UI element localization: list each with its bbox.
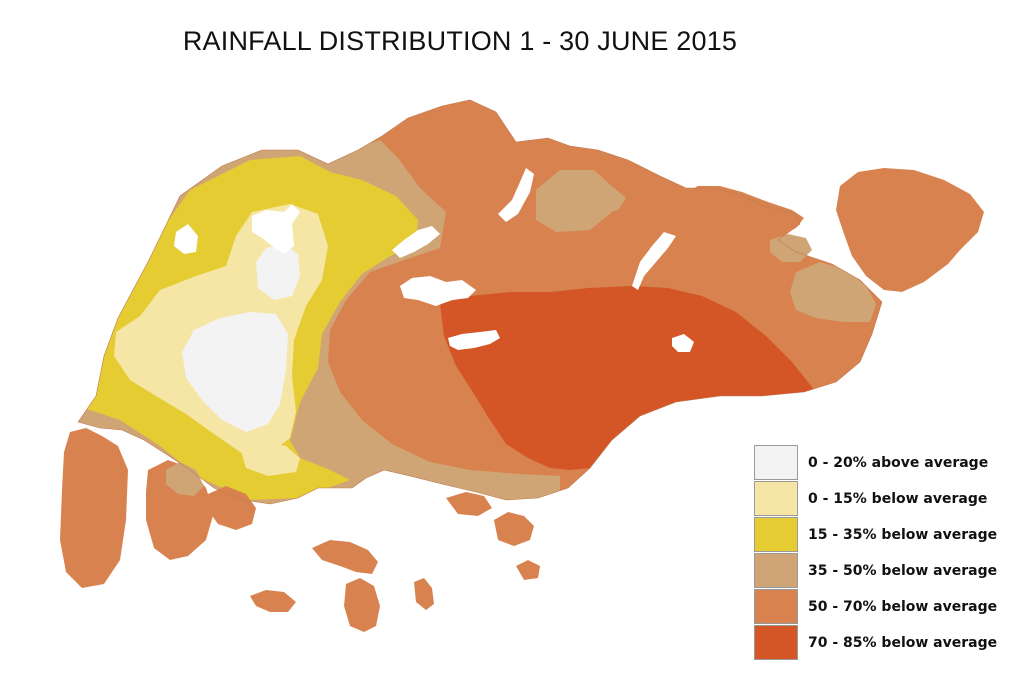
island-southwest-3	[166, 462, 204, 496]
legend-row: 50 - 70% below average	[754, 589, 1016, 625]
zone-above-average	[182, 312, 288, 432]
reservoir-seletar	[400, 276, 476, 306]
reservoir-west	[174, 224, 198, 254]
legend-label: 50 - 70% below average	[808, 599, 998, 615]
reservoir-kranji	[252, 204, 300, 254]
legend-label: 70 - 85% below average	[808, 635, 998, 651]
legend-swatch	[754, 517, 798, 552]
island-south-7	[446, 492, 492, 516]
island-south-1	[208, 486, 256, 530]
legend-label: 15 - 35% below average	[808, 527, 998, 543]
legend-row: 35 - 50% below average	[754, 553, 1016, 589]
creek-north-1	[498, 168, 534, 222]
creek-northwest	[392, 226, 440, 258]
map-title: RAINFALL DISTRIBUTION 1 - 30 JUNE 2015	[182, 26, 738, 56]
island-pulau-tekong	[836, 168, 984, 292]
island-south-3	[250, 590, 296, 612]
legend-swatch	[754, 445, 798, 480]
legend-swatch	[754, 553, 798, 588]
island-north-small	[572, 180, 626, 214]
legend-swatch	[754, 625, 798, 660]
zone-above-average-north	[256, 244, 300, 300]
legend-swatch	[754, 589, 798, 624]
creek-north-2	[632, 232, 676, 290]
island-pulau-ubin-east	[770, 234, 812, 262]
legend: 0 - 20% above average 0 - 15% below aver…	[754, 445, 1016, 661]
island-south-4	[344, 578, 380, 632]
legend-label: 35 - 50% below average	[808, 563, 998, 579]
zone-70-85	[440, 286, 816, 470]
reservoirs	[174, 168, 694, 352]
legend-row: 15 - 35% below average	[754, 517, 1016, 553]
island-southwest-1	[60, 428, 128, 588]
island-south-6	[516, 560, 540, 580]
island-sentosa	[494, 512, 534, 546]
legend-swatch	[754, 481, 798, 516]
legend-label: 0 - 15% below average	[808, 491, 988, 507]
reservoir-macritchie	[448, 330, 500, 350]
zone-0-15-south	[240, 442, 300, 476]
island-pulau-ubin	[680, 186, 804, 240]
island-south-5	[414, 578, 434, 610]
reservoir-east	[672, 334, 694, 352]
island-south-2	[312, 540, 378, 574]
legend-row: 0 - 20% above average	[754, 445, 1016, 481]
legend-row: 70 - 85% below average	[754, 625, 1016, 661]
legend-row: 0 - 15% below average	[754, 481, 1016, 517]
legend-label: 0 - 20% above average	[808, 455, 989, 471]
islands	[60, 168, 984, 632]
